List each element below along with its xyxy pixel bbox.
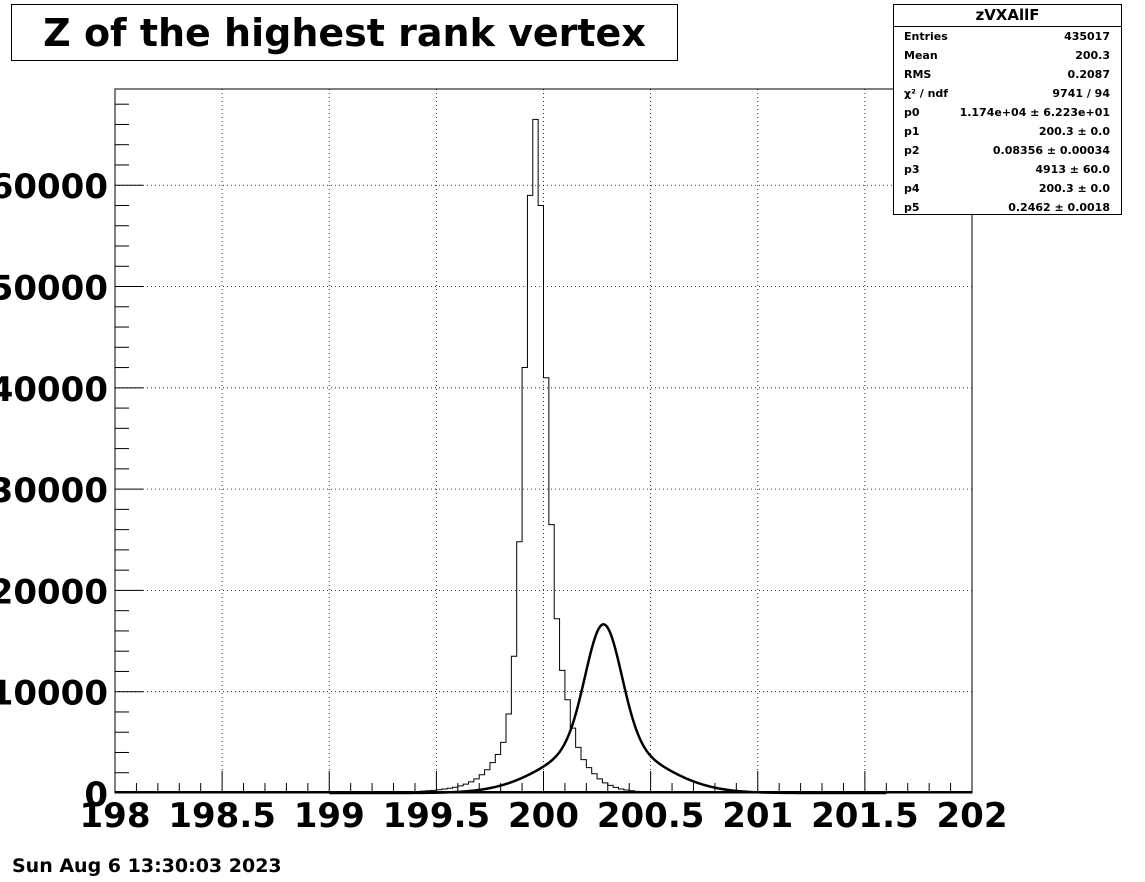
stats-row-label: p1: [904, 125, 920, 138]
stats-histogram-name: zVXAllF: [894, 5, 1121, 27]
stats-row-value: 435017: [1064, 30, 1110, 43]
stats-row: Entries 435017: [894, 27, 1121, 46]
stats-row: p1 200.3 ± 0.0: [894, 122, 1121, 141]
stats-row: p4 200.3 ± 0.0: [894, 179, 1121, 198]
stats-row-value: 0.2087: [1067, 68, 1110, 81]
stats-row: RMS 0.2087: [894, 65, 1121, 84]
stats-row-label: p5: [904, 201, 920, 214]
fit-curve: [329, 623, 887, 795]
stats-row-value: 200.3 ± 0.0: [1038, 182, 1110, 195]
stats-row-label: p0: [904, 106, 920, 119]
stats-row: χ² / ndf 9741 / 94: [894, 84, 1121, 103]
x-tick-label: 201.5: [811, 796, 919, 836]
stats-row: Mean 200.3: [894, 46, 1121, 65]
x-tick-label: 200: [508, 796, 579, 836]
y-tick-label: 20000: [0, 572, 108, 612]
stats-row: p3 4913 ± 60.0: [894, 160, 1121, 179]
stats-row-label: p3: [904, 163, 920, 176]
date-stamp: Sun Aug 6 13:30:03 2023: [12, 855, 282, 877]
x-tick-label: 201: [722, 796, 793, 836]
stats-row-value: 1.174e+04 ± 6.223e+01: [959, 106, 1110, 119]
stats-row-value: 0.08356 ± 0.00034: [992, 144, 1110, 157]
x-tick-label: 198.5: [168, 796, 276, 836]
stats-rows: Entries 435017 Mean 200.3 RMS 0.2087 χ² / ndf 9…: [894, 27, 1121, 217]
x-tick-label: 200.5: [597, 796, 705, 836]
x-tick-label: 198: [80, 796, 151, 836]
stats-row-label: p4: [904, 182, 920, 195]
y-tick-label: 40000: [0, 370, 108, 410]
stats-row-label: p2: [904, 144, 920, 157]
x-tick-label: 199: [294, 796, 365, 836]
stats-row-value: 9741 / 94: [1052, 87, 1110, 100]
stats-row: p0 1.174e+04 ± 6.223e+01: [894, 103, 1121, 122]
y-tick-label: 0: [84, 775, 108, 815]
x-tick-label: 199.5: [383, 796, 491, 836]
stats-box: zVXAllF Entries 435017 Mean 200.3 RMS 0.2087 χ…: [893, 4, 1122, 215]
stats-row-label: Entries: [904, 30, 948, 43]
histogram-outline: [115, 118, 972, 794]
y-tick-label: 10000: [0, 674, 108, 714]
stats-row-label: χ² / ndf: [904, 87, 949, 100]
chart-title: Z of the highest rank vertex: [11, 4, 678, 61]
stats-row-value: 200.3: [1075, 49, 1110, 62]
stats-row-value: 200.3 ± 0.0: [1038, 125, 1110, 138]
stats-row-label: RMS: [904, 68, 932, 81]
y-tick-label: 30000: [0, 471, 108, 511]
stats-row: p5 0.2462 ± 0.0018: [894, 198, 1121, 217]
stats-row: p2 0.08356 ± 0.00034: [894, 141, 1121, 160]
y-tick-label: 50000: [0, 269, 108, 309]
y-tick-label: 60000: [0, 167, 108, 207]
stats-row-value: 4913 ± 60.0: [1035, 163, 1110, 176]
stats-row-label: Mean: [904, 49, 938, 62]
stats-row-value: 0.2462 ± 0.0018: [1008, 201, 1110, 214]
x-tick-label: 202: [937, 796, 1008, 836]
